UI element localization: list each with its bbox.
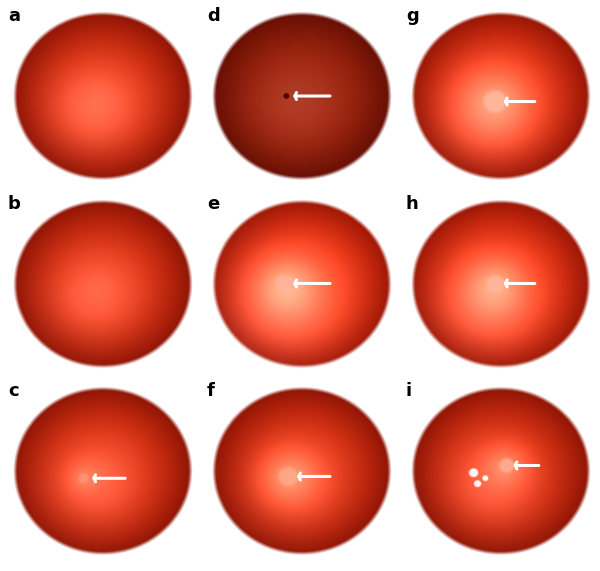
Text: c: c bbox=[8, 383, 19, 400]
Text: d: d bbox=[207, 7, 220, 26]
Text: b: b bbox=[8, 195, 20, 213]
Text: i: i bbox=[406, 383, 412, 400]
Text: h: h bbox=[406, 195, 419, 213]
Text: e: e bbox=[207, 195, 219, 213]
Text: g: g bbox=[406, 7, 419, 26]
Text: a: a bbox=[8, 7, 20, 26]
Text: f: f bbox=[207, 383, 215, 400]
